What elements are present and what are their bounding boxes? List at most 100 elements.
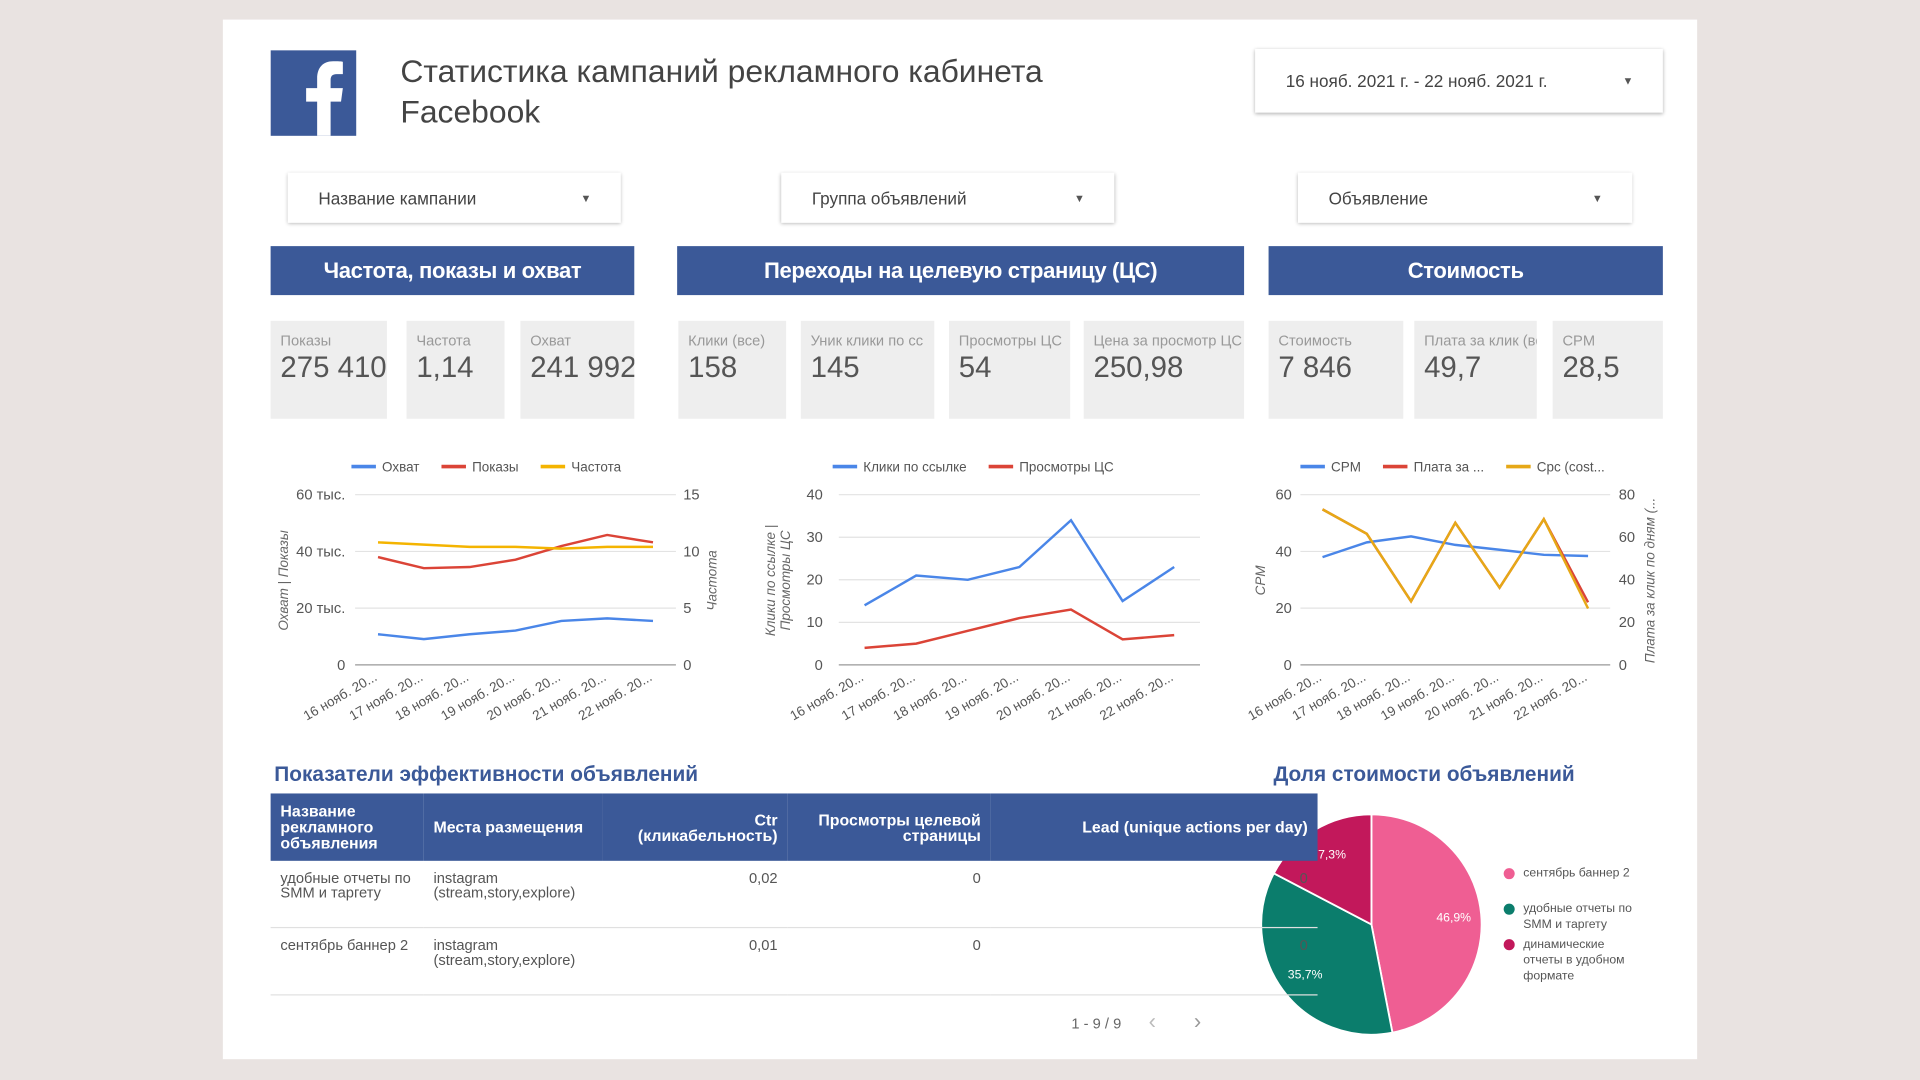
table-cell: 0 <box>787 927 991 996</box>
series-line <box>863 518 1175 607</box>
scorecard-value: 1,14 <box>416 351 474 385</box>
y2-axis-title: Плата за клик по дням (... <box>1643 497 1658 663</box>
legend-label: динамические отчеты в удобном формате <box>1523 937 1625 984</box>
scorecard: Цена за просмотр ЦС 250,98 <box>1083 320 1245 419</box>
series-line <box>377 617 654 641</box>
y2-tick-label: 20 <box>1619 615 1635 631</box>
scorecard: Стоимость 7 846 <box>1268 320 1404 419</box>
table-cell: instagram (stream,story,explore) <box>423 860 603 929</box>
table-cell: 0 <box>990 860 1318 929</box>
next-page[interactable]: › <box>1193 1008 1202 1034</box>
y-tick-label: 30 <box>807 530 823 546</box>
scorecard: CPM 28,5 <box>1552 320 1663 419</box>
legend-swatch <box>1503 939 1515 951</box>
section-header: Частота, показы и охват <box>270 246 635 296</box>
filter-label: Название кампании <box>318 187 477 208</box>
series-line <box>1321 508 1590 610</box>
scorecard-label: CPM <box>1562 331 1596 349</box>
y2-axis-title: Частота <box>705 549 721 611</box>
y-tick-label: 0 <box>1284 658 1292 674</box>
column-header[interactable]: Места размещения <box>423 793 603 861</box>
y-tick-label: 0 <box>337 658 345 674</box>
scorecard-label: Частота <box>416 331 471 349</box>
scorecard-value: 28,5 <box>1562 351 1620 385</box>
scorecard-value: 7 846 <box>1278 351 1352 385</box>
slice-label: 46,9% <box>1436 910 1471 924</box>
legend-label: Клики по ссылке <box>863 459 966 474</box>
column-header[interactable]: Название рекламного объявления <box>270 793 424 861</box>
scorecard: Частота 1,14 <box>406 320 505 419</box>
table-row: Название рекламного объявления Места разм… <box>270 793 1318 861</box>
y-tick-label: 10 <box>807 615 823 631</box>
y2-tick-label: 40 <box>1619 573 1635 589</box>
y2-tick-label: 15 <box>683 488 699 504</box>
table-cell: 0,01 <box>602 927 788 996</box>
caret: ▼ <box>1073 191 1085 204</box>
scorecard-label: Показы <box>280 331 332 349</box>
scorecard: Уник клики по сс 145 <box>800 320 935 419</box>
filter-label: Группа объявлений <box>811 187 967 208</box>
scorecard-value: 241 992 <box>530 351 635 385</box>
table-cell: 0 <box>787 860 991 929</box>
table-cell: удобные отчеты по SMM и таргету <box>270 860 424 929</box>
pie-title: Доля стоимости объявлений <box>1273 762 1575 787</box>
scorecard-value: 54 <box>958 351 992 385</box>
column-header[interactable]: Ctr (кликабельность) <box>602 793 788 861</box>
slice-label: 17,3% <box>1311 848 1346 862</box>
table-cell: 0,02 <box>602 860 788 929</box>
y-tick-label: 40 тыс. <box>296 544 345 560</box>
scorecard-value: 250,98 <box>1093 351 1184 385</box>
prev-page[interactable]: ‹ <box>1148 1008 1156 1034</box>
scorecard-label: Охват <box>530 331 572 349</box>
legend-swatch <box>1503 903 1515 915</box>
scorecard-label: Цена за просмотр ЦС <box>1093 331 1242 349</box>
table-cell: 0 <box>990 927 1318 996</box>
report-title: Статистика кампаний рекламного кабинета … <box>400 52 1043 130</box>
legend-label: CPM <box>1331 459 1361 474</box>
y-tick-label: 60 <box>1275 488 1291 504</box>
y-tick-label: 20 тыс. <box>296 601 345 617</box>
y-tick-label: 20 <box>807 573 823 589</box>
ads-table: Название рекламного объявления Места разм… <box>270 793 1318 996</box>
scorecard-label: Уник клики по сс <box>810 331 924 349</box>
series-line <box>1322 535 1589 559</box>
scorecard-label: Просмотры ЦС <box>958 331 1063 349</box>
scorecard-value: 49,7 <box>1424 351 1482 385</box>
y2-tick-label: 80 <box>1619 488 1635 504</box>
y-tick-label: 40 <box>1275 544 1291 560</box>
scorecard-label: Клики (все) <box>688 331 766 349</box>
scorecard-label: Плата за клик (все) <box>1424 331 1537 349</box>
legend-label: Частота <box>571 459 621 474</box>
pagination: 1 - 9 / 9 <box>1071 1015 1122 1033</box>
legend-label: Показы <box>472 459 519 474</box>
ad-filter[interactable]: Объявление ▼ <box>1297 172 1633 223</box>
table-cell: instagram (stream,story,explore) <box>423 927 603 996</box>
pie-slice <box>1370 813 1483 1034</box>
scorecard: Охват 241 992 <box>520 320 635 419</box>
filter-label: Объявление <box>1328 187 1428 208</box>
column-header[interactable]: Lead (unique actions per day) <box>990 793 1318 861</box>
scorecard-value: 158 <box>688 351 738 385</box>
scorecard: Плата за клик (все) 49,7 <box>1414 320 1537 419</box>
date-range-picker[interactable]: 16 нояб. 2021 г. - 22 нояб. 2021 г. ▼ <box>1255 48 1663 113</box>
legend-swatch <box>1503 868 1515 880</box>
y-axis-title: Охват | Показы <box>276 529 292 630</box>
table-row: удобные отчеты по SMM и таргету instagram… <box>270 860 1318 929</box>
y2-tick-label: 0 <box>683 658 691 674</box>
legend-label: Плата за ... <box>1414 459 1485 474</box>
column-header[interactable]: Просмотры целевой страницы <box>787 793 991 861</box>
legend-item: динамические отчеты в удобном формате <box>1503 937 1641 985</box>
scorecard-value: 275 410 <box>280 351 387 385</box>
campaign-filter[interactable]: Название кампании ▼ <box>287 172 621 223</box>
series-line <box>377 533 654 570</box>
section-header: Стоимость <box>1268 246 1663 296</box>
series-line <box>864 608 1175 650</box>
scorecard: Просмотры ЦС 54 <box>948 320 1071 419</box>
y2-tick-label: 0 <box>1619 658 1627 674</box>
y2-tick-label: 60 <box>1619 530 1635 546</box>
scorecard: Показы 275 410 <box>270 320 387 419</box>
adset-filter[interactable]: Группа объявлений ▼ <box>781 172 1115 223</box>
y-tick-label: 40 <box>807 488 823 504</box>
